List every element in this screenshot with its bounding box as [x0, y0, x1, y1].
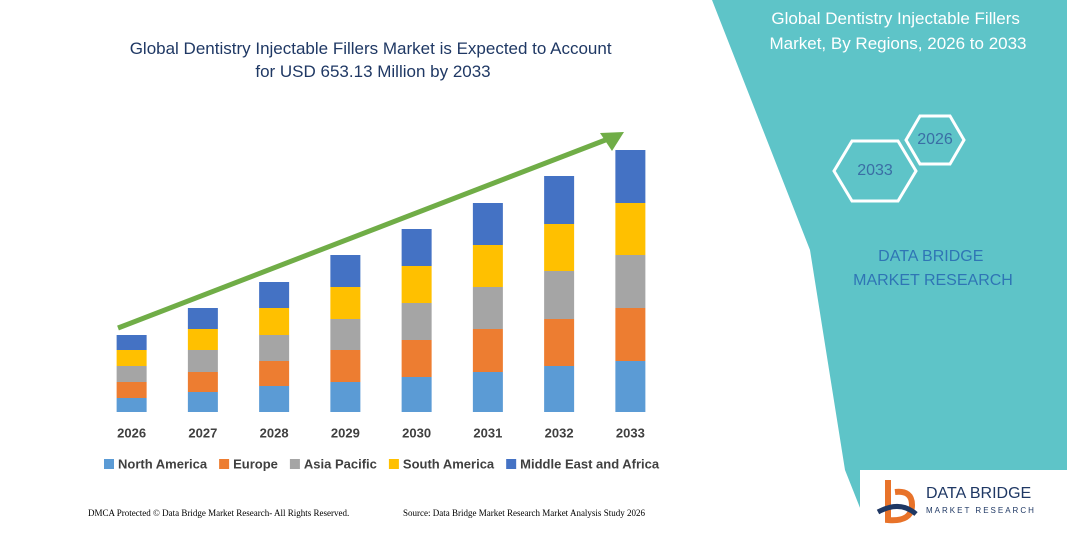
bar-segment	[544, 319, 575, 366]
legend-label: Middle East and Africa	[520, 456, 660, 471]
bar-segment	[401, 340, 432, 377]
legend-swatch	[506, 459, 517, 469]
bar-segment	[544, 176, 575, 224]
bar-segment	[401, 377, 432, 412]
x-tick-label: 2027	[188, 425, 217, 440]
legend-swatch	[388, 459, 399, 469]
x-tick-label: 2032	[545, 425, 574, 440]
bar-segment	[401, 303, 432, 340]
chart-title-line: Global Dentistry Injectable Fillers Mark…	[130, 39, 612, 58]
chart-title: Global Dentistry Injectable Fillers Mark…	[130, 39, 617, 81]
brand-line: DATA BRIDGE	[878, 248, 983, 265]
logo-tagline: MARKET RESEARCH	[926, 506, 1036, 515]
bar-segment	[116, 398, 147, 412]
bar-segment	[472, 287, 503, 329]
legend-label: South America	[403, 456, 495, 471]
bar-segment	[187, 308, 218, 329]
bar-segment	[187, 329, 218, 350]
x-tick-label: 2028	[260, 425, 289, 440]
hexagon	[832, 139, 918, 203]
chart-title-line: for USD 653.13 Million by 2033	[255, 62, 490, 81]
bar-segment	[116, 350, 147, 366]
bar-segment	[259, 308, 290, 335]
panel-title-line: Global Dentistry Injectable Fillers	[771, 9, 1019, 28]
x-tick-label: 2030	[402, 425, 431, 440]
panel-title: Global Dentistry Injectable Fillers Mark…	[769, 9, 1026, 53]
bar-segment	[330, 350, 361, 382]
bar-segment	[259, 335, 290, 361]
bar-segment	[187, 392, 218, 412]
footer-right: Source: Data Bridge Market Research Mark…	[403, 508, 645, 518]
bar-segment	[615, 203, 646, 255]
bar-segment	[544, 271, 575, 319]
bar-segment	[259, 282, 290, 308]
trend-arrow-head	[600, 132, 624, 151]
panel-title-line: Market, By Regions, 2026 to 2033	[769, 34, 1026, 53]
trend-arrow	[117, 136, 609, 331]
bar-segment	[401, 266, 432, 303]
logo-mark	[885, 480, 916, 524]
bar-segment	[116, 366, 147, 382]
side-panel	[712, 0, 1067, 533]
bar-segment	[330, 287, 361, 319]
bar-segment	[401, 229, 432, 266]
bar-segment	[116, 382, 147, 398]
bar-segment	[472, 329, 503, 372]
x-tick-label: 2026	[117, 425, 146, 440]
bar-segment	[472, 203, 503, 245]
hex-label: 2026	[917, 131, 953, 148]
brand-text: DATA BRIDGE MARKET RESEARCH	[853, 248, 1013, 289]
bar-segment	[615, 361, 646, 412]
bar-segment	[259, 386, 290, 412]
bar-segment	[330, 382, 361, 412]
bar-segment	[330, 319, 361, 350]
bar-segment	[544, 224, 575, 271]
legend-swatch	[219, 459, 230, 469]
footer-left: DMCA Protected © Data Bridge Market Rese…	[88, 508, 349, 518]
bar-segment	[330, 255, 361, 287]
legend-label: Europe	[233, 456, 278, 471]
logo-mark	[876, 504, 918, 516]
legend-swatch	[104, 459, 114, 469]
legend-label: Asia Pacific	[304, 456, 377, 471]
x-tick-label: 2031	[473, 425, 502, 440]
bar-segment	[472, 245, 503, 287]
hex-label: 2033	[857, 162, 893, 179]
bar-segment	[116, 335, 147, 350]
bar-segment	[187, 350, 218, 372]
bar-segment	[259, 361, 290, 386]
bar-segment	[615, 150, 646, 203]
legend-swatch	[289, 459, 300, 469]
hexagon	[904, 114, 966, 166]
bar-segment	[187, 372, 218, 392]
bar-segment	[472, 372, 503, 412]
brand-line: MARKET RESEARCH	[853, 272, 1013, 289]
bar-segment	[615, 255, 646, 308]
legend-label: North America	[118, 456, 208, 471]
logo-name: DATA BRIDGE	[926, 485, 1031, 502]
bar-segment	[544, 366, 575, 412]
bar-segment	[615, 308, 646, 361]
x-tick-label: 2029	[331, 425, 360, 440]
x-tick-label: 2033	[616, 425, 645, 440]
